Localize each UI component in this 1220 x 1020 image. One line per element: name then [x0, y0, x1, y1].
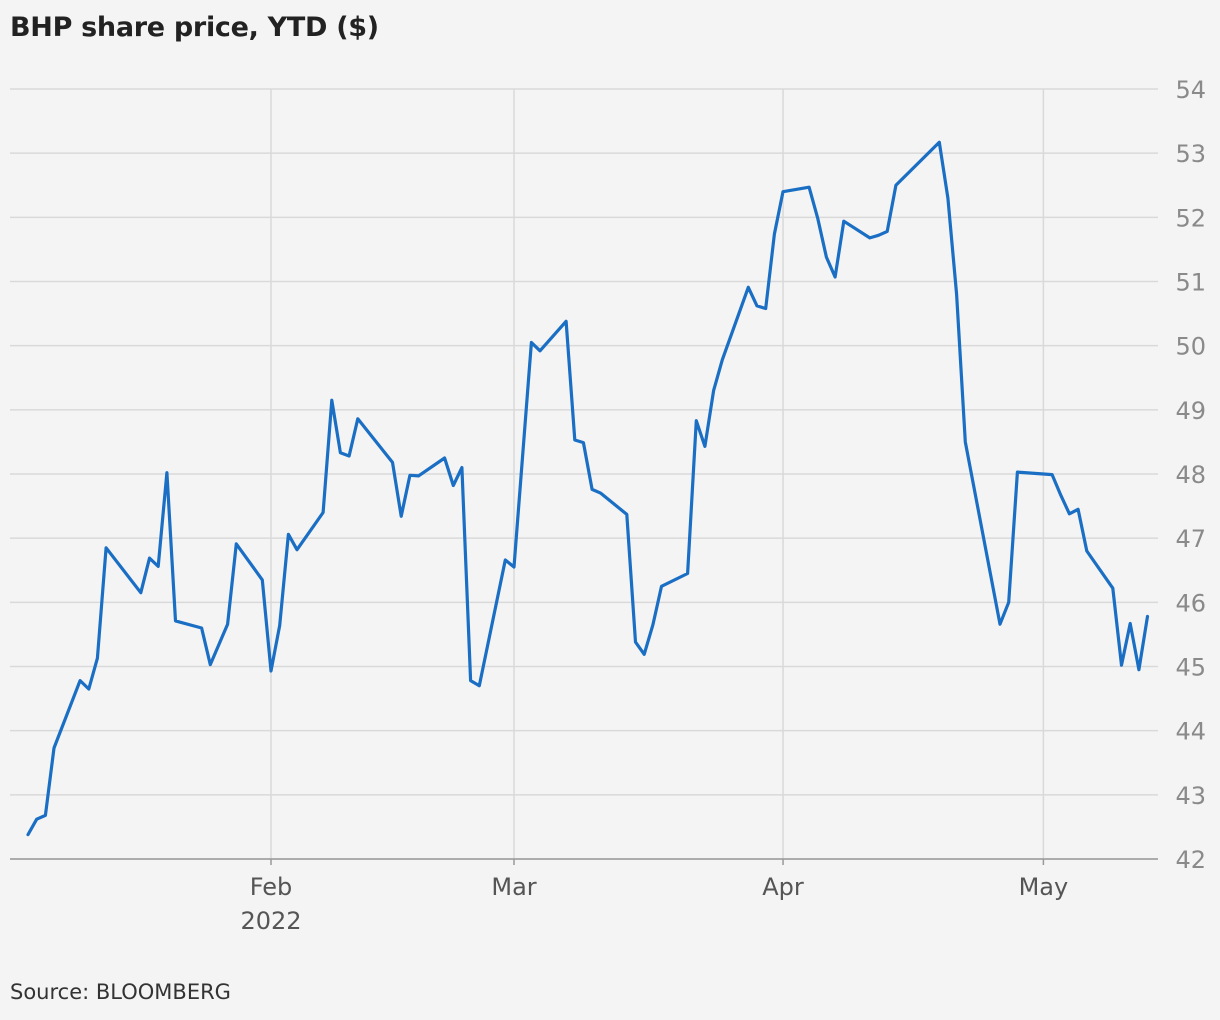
x-tick-label: Apr: [762, 873, 804, 901]
x-tick-label: May: [1019, 873, 1069, 901]
chart-title: BHP share price, YTD ($): [10, 12, 379, 43]
y-tick-label: 46: [1175, 589, 1206, 617]
y-tick-label: 43: [1175, 782, 1206, 810]
y-tick-label: 50: [1175, 333, 1206, 361]
price-series-line: [26, 140, 1150, 837]
y-tick-label: 51: [1175, 269, 1206, 297]
y-tick-label: 45: [1175, 654, 1206, 682]
y-tick-label: 53: [1175, 140, 1206, 168]
y-tick-label: 42: [1175, 846, 1206, 874]
y-tick-label: 54: [1175, 76, 1206, 104]
y-tick-label: 44: [1175, 718, 1206, 746]
y-tick-label: 52: [1175, 204, 1206, 232]
y-tick-label: 48: [1175, 461, 1206, 489]
grid-layer: [10, 88, 1158, 860]
x-tick-sublabel: 2022: [240, 907, 301, 935]
x-tick-label: Mar: [491, 873, 536, 901]
x-tick-label: Feb: [250, 873, 293, 901]
series-layer: [26, 140, 1150, 837]
y-tick-label: 47: [1175, 525, 1206, 553]
axis-layer: 42 43 44 45 46 47 48 49 50 51 52 53 54 Feb 2022 Mar Apr M…: [10, 76, 1206, 935]
source-note: Source: BLOOMBERG: [10, 980, 231, 1004]
y-tick-label: 49: [1175, 397, 1206, 425]
line-chart: 42 43 44 45 46 47 48 49 50 51 52 53 54 Feb 2022 Mar Apr M…: [10, 76, 1206, 935]
